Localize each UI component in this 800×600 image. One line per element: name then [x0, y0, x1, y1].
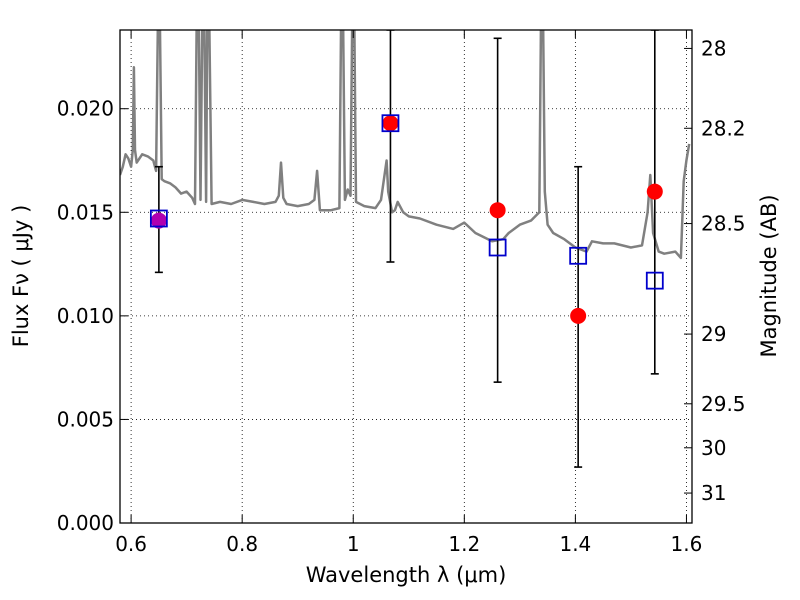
spectrum-line	[120, 30, 691, 260]
y2-tick-label: 28	[701, 36, 726, 60]
observed-point	[646, 183, 663, 200]
observed-point	[150, 212, 167, 229]
model-point	[149, 209, 168, 228]
model-point	[381, 114, 400, 133]
y-axis-title: Flux Fν ( μJy )	[9, 205, 33, 348]
y-tick-label: 0.000	[57, 511, 114, 535]
y-tick-label: 0.020	[57, 97, 114, 121]
x-tick-label: 0.8	[226, 532, 258, 556]
y2-tick-label: 29.5	[701, 392, 746, 416]
observed-point	[570, 307, 587, 324]
model-point	[488, 238, 507, 257]
model-point	[569, 246, 588, 265]
y-tick-label: 0.005	[57, 407, 114, 431]
ticks	[120, 30, 692, 524]
observed-point	[489, 202, 506, 219]
model-point	[645, 271, 664, 290]
x-tick-label: 0.6	[115, 532, 147, 556]
y-tick-label: 0.010	[57, 304, 114, 328]
y-tick-label: 0.015	[57, 200, 114, 224]
x-tick-label: 1.2	[448, 532, 480, 556]
y2-tick-label: 31	[701, 481, 726, 505]
y2-tick-label: 28.2	[701, 116, 746, 140]
y2-axis-title: Magnitude (AB)	[757, 194, 781, 357]
x-tick-label: 1	[347, 532, 360, 556]
model-photometry-series	[149, 114, 664, 290]
observed-point	[382, 115, 399, 132]
x-tick-label: 1.6	[671, 532, 703, 556]
observed-series	[150, 115, 663, 324]
tick-labels: 0.6 0.8 1 1.2 1.4 1.6 0.000 0.005 0.010 0.015 0.02…	[57, 36, 746, 556]
y2-tick-label: 28.5	[701, 212, 746, 236]
spectrum-series	[120, 30, 691, 260]
y2-tick-label: 30	[701, 436, 726, 460]
y2-tick-label: 29	[701, 322, 726, 346]
x-tick-label: 1.4	[559, 532, 591, 556]
plot-frame	[119, 29, 693, 524]
x-axis-title: Wavelength λ (μm)	[306, 563, 507, 587]
